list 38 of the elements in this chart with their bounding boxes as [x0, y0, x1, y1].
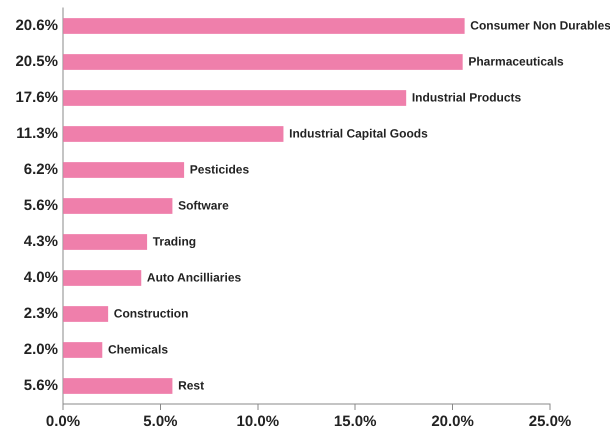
data-label: 6.2%: [24, 161, 58, 178]
bar: [63, 378, 172, 394]
y-tick-label: Industrial Capital Goods: [289, 126, 428, 140]
y-tick-label: Auto Ancilliaries: [146, 270, 242, 284]
y-tick-label: Industrial Products: [412, 90, 522, 104]
y-tick-label: Pesticides: [190, 162, 250, 176]
bar: [63, 342, 102, 358]
x-tick-label: 10.0%: [236, 413, 280, 430]
bar: [63, 306, 108, 322]
y-tick-label: Pharmaceuticals: [468, 54, 564, 68]
x-tick-label: 20.0%: [431, 413, 474, 430]
data-label: 4.3%: [24, 233, 58, 250]
data-label: 5.6%: [24, 197, 58, 214]
y-tick-label: Rest: [178, 378, 204, 392]
y-tick-label: Software: [178, 198, 230, 212]
bar: [63, 162, 184, 178]
data-label: 2.0%: [24, 341, 58, 358]
data-label: 20.5%: [15, 53, 58, 70]
y-tick-label: Chemicals: [108, 342, 168, 356]
data-label: 5.6%: [24, 377, 58, 394]
bar: [63, 198, 172, 214]
y-tick-label: Construction: [114, 306, 188, 320]
y-tick-label: Trading: [152, 234, 196, 248]
data-label: 2.3%: [24, 305, 58, 322]
bar: [63, 270, 142, 286]
bar: [63, 54, 463, 70]
x-tick-label: 0.0%: [46, 413, 80, 430]
data-label: 4.0%: [24, 269, 58, 286]
bar: [63, 18, 465, 34]
data-label: 11.3%: [16, 125, 58, 142]
data-label: 17.6%: [15, 89, 58, 106]
data-label: 20.6%: [15, 17, 58, 34]
bar: [63, 234, 148, 250]
bar: [63, 126, 284, 142]
bar: [63, 90, 406, 106]
x-tick-label: 15.0%: [334, 413, 376, 430]
x-tick-label: 25.0%: [528, 413, 572, 430]
x-tick-label: 5.0%: [143, 413, 178, 430]
